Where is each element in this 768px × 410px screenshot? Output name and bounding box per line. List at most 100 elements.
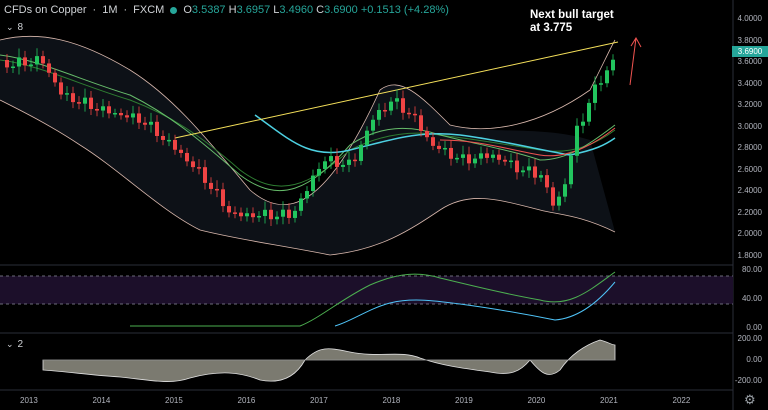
candle-body xyxy=(605,70,609,84)
macd-pane-label[interactable]: ⌄ 2 xyxy=(6,339,24,350)
candle-body xyxy=(203,167,207,183)
macd-histogram xyxy=(42,339,616,382)
candle-body xyxy=(167,139,171,142)
gear-icon[interactable]: ⚙ xyxy=(744,392,756,407)
chart-header: CFDs on Copper · 1M · FXCM O3.5387 H3.69… xyxy=(4,4,449,16)
price-axis-tick: 2.6000 xyxy=(737,164,762,174)
main-pane-label[interactable]: ⌄ 8 xyxy=(6,22,24,33)
interval[interactable]: 1M xyxy=(102,4,118,16)
candle-body xyxy=(257,215,261,218)
price-axis-tick: 1.8000 xyxy=(737,250,762,260)
candle-body xyxy=(221,189,225,207)
candle-body xyxy=(323,161,327,169)
candle-body xyxy=(377,109,381,120)
price-axis-tick: 3.6000 xyxy=(737,57,762,66)
candle-body xyxy=(197,167,201,169)
candle-body xyxy=(425,130,429,138)
candle-body xyxy=(137,113,141,123)
trendline xyxy=(174,41,619,139)
candle-body xyxy=(29,64,33,66)
bollinger-lower xyxy=(0,99,616,256)
candle-body xyxy=(539,175,543,178)
time-axis-tick: 2015 xyxy=(165,396,183,405)
price-axis-tick: 2.8000 xyxy=(737,143,762,152)
time-axis-tick: 2014 xyxy=(92,396,111,405)
candle-body xyxy=(455,157,459,160)
candle-body xyxy=(47,63,51,73)
candle-body xyxy=(317,168,321,176)
candle-body xyxy=(131,113,135,118)
candle-body xyxy=(227,206,231,213)
candle-body xyxy=(485,153,489,158)
candle-body xyxy=(101,106,105,111)
candle-body xyxy=(563,184,567,197)
candle-body xyxy=(521,170,525,173)
chart-annotation[interactable]: Next bull target at 3.775 xyxy=(530,9,614,34)
candle-body xyxy=(293,210,297,218)
candle-body xyxy=(155,121,159,137)
macd-axis-tick: 0.00 xyxy=(746,355,762,364)
rsi-line-cyan xyxy=(334,281,616,327)
candle-body xyxy=(569,155,573,185)
candle-body xyxy=(179,149,183,153)
candle-body xyxy=(449,147,453,159)
rsi-axis-tick: 80.00 xyxy=(741,265,762,274)
candle-body xyxy=(347,159,351,165)
candle-body xyxy=(269,209,273,220)
price-axis-tick: 4.0000 xyxy=(737,14,762,23)
price-axis-tick: 3.8000 xyxy=(737,35,762,45)
candle-body xyxy=(383,109,387,112)
candle-body xyxy=(11,66,15,69)
ohlc-values: O3.5387 H3.6957 L3.4960 C3.6900 +0.1513 … xyxy=(183,4,449,16)
candle-body xyxy=(359,145,363,161)
candle-body xyxy=(281,209,285,217)
price-axis-tick: 3.0000 xyxy=(737,121,762,131)
chevron-down-icon[interactable]: ⌄ xyxy=(6,22,14,32)
candle-body xyxy=(467,154,471,164)
macd-axis-tick: 200.00 xyxy=(737,334,762,343)
candle-body xyxy=(191,161,195,168)
candle-body xyxy=(215,188,219,191)
candle-body xyxy=(107,106,111,114)
candle-body xyxy=(59,82,63,95)
candle-body xyxy=(497,154,501,160)
price-axis-tick: 2.4000 xyxy=(737,186,762,195)
candle-body xyxy=(263,209,267,216)
rsi-line-green xyxy=(130,271,616,327)
candle-body xyxy=(419,115,423,131)
bull-arrow-head xyxy=(630,37,642,48)
time-axis-tick: 2019 xyxy=(455,396,473,405)
candle-body xyxy=(95,108,99,111)
time-axis-tick: 2017 xyxy=(310,396,328,405)
candle-body xyxy=(305,191,309,199)
candle-body xyxy=(575,125,579,156)
candle-body xyxy=(389,101,393,111)
rsi-axis-tick: 0.00 xyxy=(746,323,762,332)
candle-body xyxy=(251,213,255,218)
candle-body xyxy=(173,139,177,150)
candle-body xyxy=(17,57,21,67)
candle-body xyxy=(545,175,549,188)
candle-body xyxy=(5,60,9,68)
candle-body xyxy=(119,112,123,116)
time-axis-tick: 2020 xyxy=(527,396,546,405)
candle-body xyxy=(83,97,87,104)
price-axis-tick: 3.2000 xyxy=(737,100,762,109)
candle-body xyxy=(41,56,45,64)
candle-body xyxy=(23,57,27,66)
candle-body xyxy=(473,158,477,164)
candle-body xyxy=(35,56,39,65)
candle-body xyxy=(527,166,531,171)
candle-body xyxy=(287,209,291,218)
symbol-name[interactable]: CFDs on Copper xyxy=(4,4,87,16)
candle-body xyxy=(239,212,243,217)
candle-body xyxy=(401,98,405,113)
candle-body xyxy=(53,72,57,83)
chevron-down-icon[interactable]: ⌄ xyxy=(6,339,14,349)
exchange: FXCM xyxy=(133,4,165,16)
candle-body xyxy=(413,113,417,116)
bull-arrow xyxy=(629,37,637,86)
time-axis-tick: 2018 xyxy=(382,396,401,405)
time-axis-tick: 2022 xyxy=(672,396,691,405)
